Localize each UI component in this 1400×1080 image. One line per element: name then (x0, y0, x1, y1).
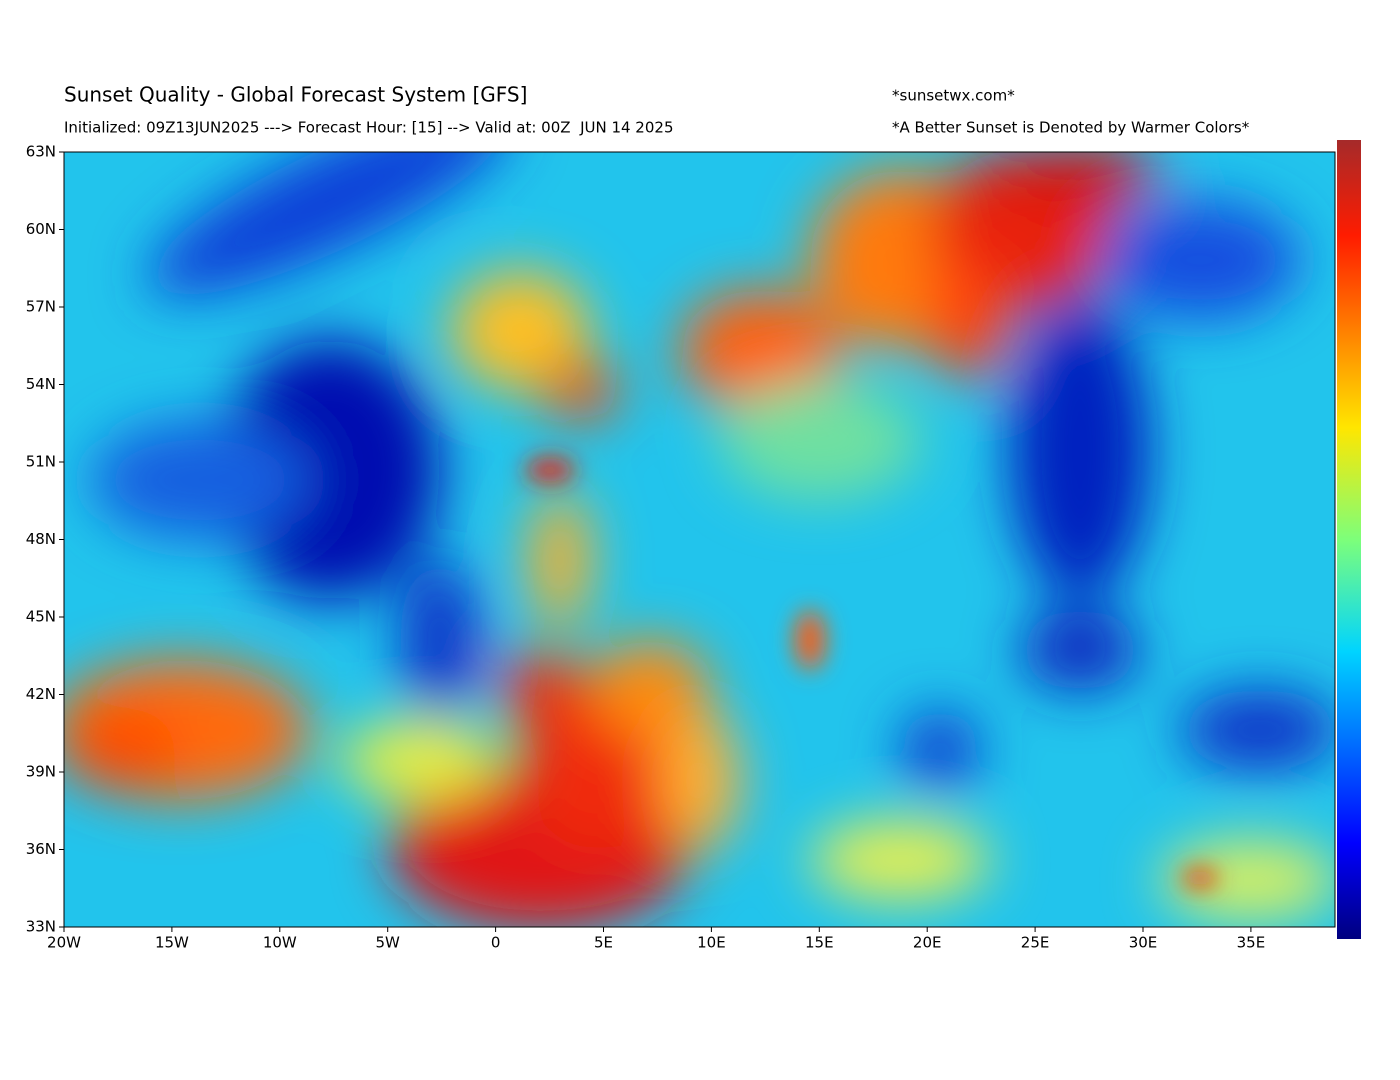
lat-label: 39N (26, 763, 56, 781)
lat-label: 63N (26, 143, 56, 161)
lat-label: 51N (26, 453, 56, 471)
lat-label: 42N (26, 685, 56, 703)
lat-label: 36N (26, 840, 56, 858)
lon-label: 35E (1237, 934, 1266, 952)
lon-label: 0 (491, 934, 501, 952)
lat-label: 48N (26, 530, 56, 548)
title: Sunset Quality - Global Forecast System … (64, 83, 527, 107)
lon-label: 10E (697, 934, 726, 952)
lat-label: 60N (26, 220, 56, 238)
lon-label: 15W (155, 934, 189, 952)
lon-label: 15E (805, 934, 834, 952)
lat-label: 33N (26, 918, 56, 936)
colorbar (1337, 140, 1361, 939)
lon-label: 5E (594, 934, 613, 952)
forecast-field (64, 152, 1335, 927)
subtitle: Initialized: 09Z13JUN2025 ---> Forecast … (64, 119, 674, 137)
lon-label: 20W (47, 934, 81, 952)
lon-label: 10W (263, 934, 297, 952)
lon-label: 25E (1021, 934, 1050, 952)
lon-label: 5W (376, 934, 401, 952)
lon-label: 20E (913, 934, 942, 952)
lon-label: 30E (1129, 934, 1158, 952)
site: *sunsetwx.com* (892, 87, 1015, 105)
lat-label: 57N (26, 298, 56, 316)
lat-label: 45N (26, 608, 56, 626)
note: *A Better Sunset is Denoted by Warmer Co… (892, 119, 1250, 137)
lat-label: 54N (26, 375, 56, 393)
